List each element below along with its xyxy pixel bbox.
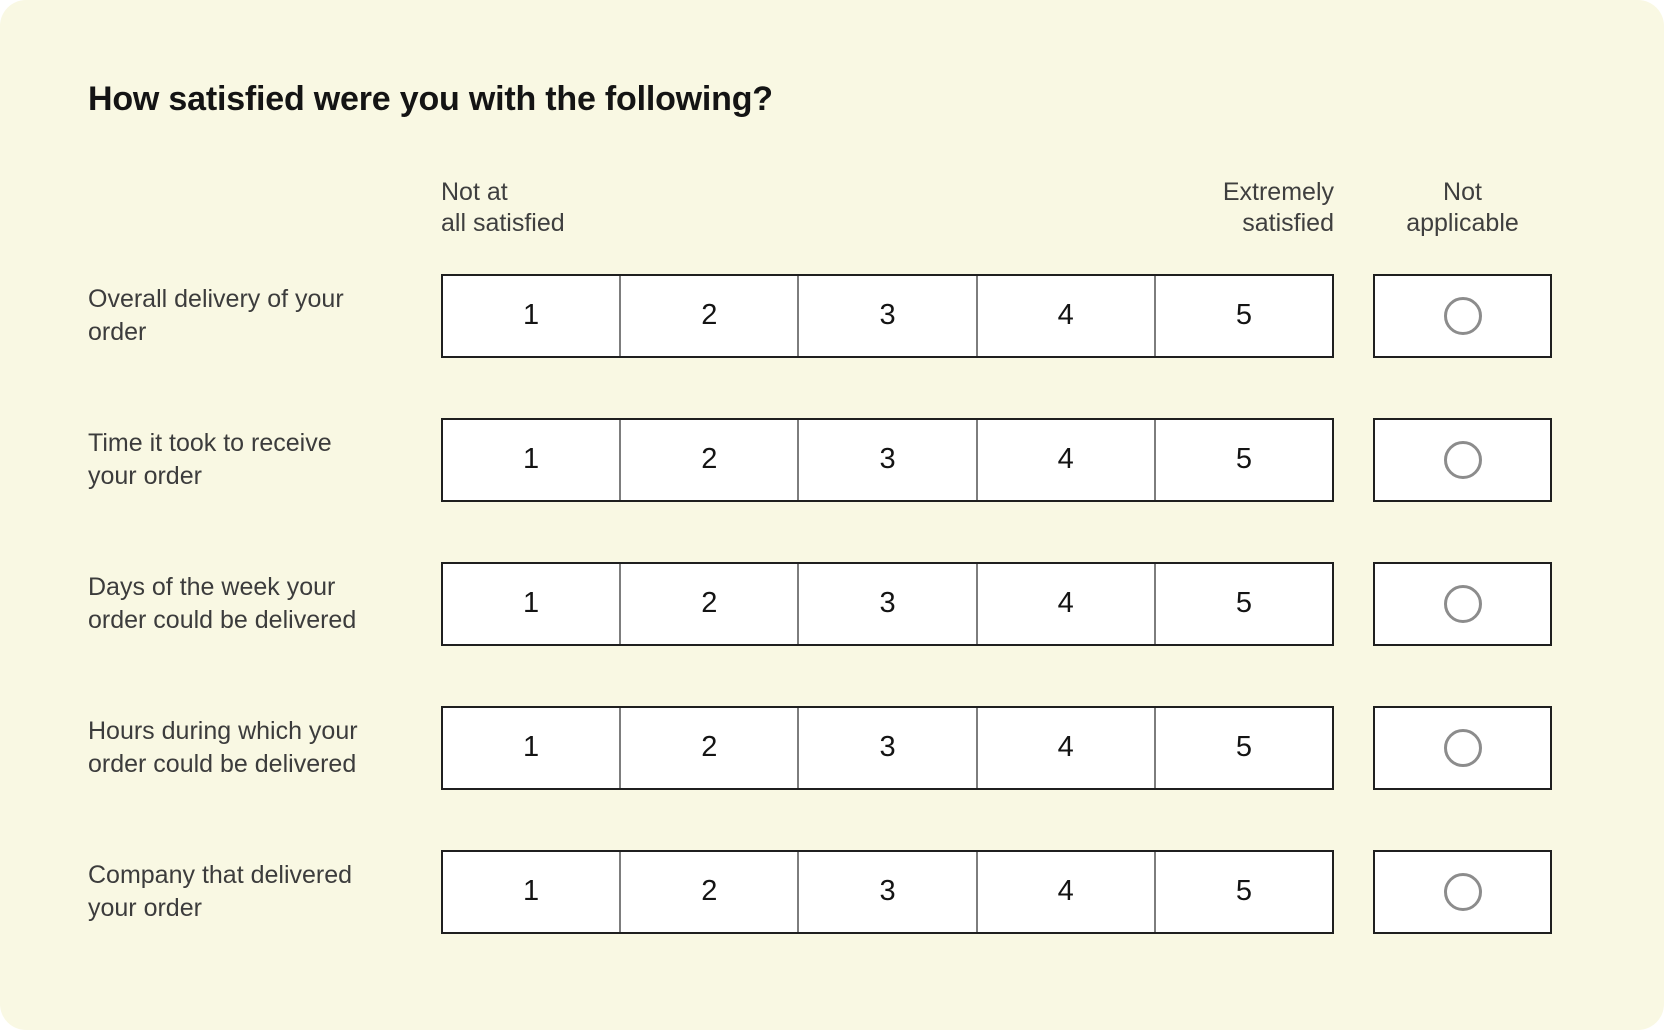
- rating-cell-3[interactable]: 3: [797, 563, 976, 644]
- rating-cell-5[interactable]: 5: [1153, 563, 1333, 644]
- not-applicable-option[interactable]: [1373, 273, 1552, 358]
- radio-icon[interactable]: [1443, 872, 1482, 911]
- rating-cell-3[interactable]: 3: [797, 707, 976, 788]
- radio-icon[interactable]: [1443, 728, 1482, 767]
- rating-scale: 1 2 3 4 5: [441, 273, 1334, 358]
- rating-cell-4[interactable]: 4: [975, 275, 1154, 356]
- rating-cell-5[interactable]: 5: [1153, 707, 1333, 788]
- rating-cell-1[interactable]: 1: [443, 851, 620, 932]
- question-title: How satisfied were you with the followin…: [88, 80, 773, 118]
- matrix-row: Hours during which your order could be d…: [88, 705, 1552, 790]
- radio-icon[interactable]: [1443, 440, 1482, 479]
- rating-cell-5[interactable]: 5: [1153, 851, 1333, 932]
- rating-cell-4[interactable]: 4: [975, 851, 1154, 932]
- rating-scale: 1 2 3 4 5: [441, 849, 1334, 934]
- rating-cell-3[interactable]: 3: [797, 419, 976, 500]
- row-label: Overall delivery of your order: [88, 284, 344, 346]
- row-label: Hours during which your order could be d…: [88, 716, 358, 778]
- rating-scale: 1 2 3 4 5: [441, 417, 1334, 502]
- rating-cell-3[interactable]: 3: [797, 851, 976, 932]
- rating-cell-1[interactable]: 1: [443, 707, 620, 788]
- row-label: Company that delivered your order: [88, 860, 353, 922]
- rating-cell-5[interactable]: 5: [1153, 275, 1333, 356]
- matrix-row: Company that delivered your order 1 2 3 …: [88, 849, 1552, 934]
- scale-label-low: Not at all satisfied: [441, 177, 565, 237]
- rating-cell-2[interactable]: 2: [619, 707, 798, 788]
- not-applicable-option[interactable]: [1373, 849, 1552, 934]
- rating-scale: 1 2 3 4 5: [441, 705, 1334, 790]
- rating-cell-4[interactable]: 4: [975, 563, 1154, 644]
- scale-header-row: Not at all satisfied Extremely satisfied…: [88, 177, 1552, 239]
- rating-cell-3[interactable]: 3: [797, 275, 976, 356]
- rating-cell-1[interactable]: 1: [443, 275, 620, 356]
- row-label: Time it took to receive your order: [88, 428, 332, 490]
- matrix-row: Days of the week your order could be del…: [88, 561, 1552, 646]
- radio-icon[interactable]: [1443, 296, 1482, 335]
- rating-cell-1[interactable]: 1: [443, 419, 620, 500]
- rating-cell-4[interactable]: 4: [975, 419, 1154, 500]
- not-applicable-header: Not applicable: [1406, 177, 1519, 237]
- rating-scale: 1 2 3 4 5: [441, 561, 1334, 646]
- rating-cell-2[interactable]: 2: [619, 851, 798, 932]
- matrix-row: Overall delivery of your order 1 2 3 4 5: [88, 273, 1552, 358]
- scale-label-high: Extremely satisfied: [1222, 177, 1334, 237]
- radio-icon[interactable]: [1443, 584, 1482, 623]
- rating-cell-1[interactable]: 1: [443, 563, 620, 644]
- rating-cell-2[interactable]: 2: [619, 275, 798, 356]
- not-applicable-option[interactable]: [1373, 417, 1552, 502]
- rating-cell-2[interactable]: 2: [619, 563, 798, 644]
- rating-cell-5[interactable]: 5: [1153, 419, 1333, 500]
- rating-cell-2[interactable]: 2: [619, 419, 798, 500]
- row-label: Days of the week your order could be del…: [88, 572, 357, 634]
- not-applicable-option[interactable]: [1373, 561, 1552, 646]
- not-applicable-option[interactable]: [1373, 705, 1552, 790]
- scale-endpoint-labels: Not at all satisfied Extremely satisfied: [441, 177, 1334, 239]
- matrix-row: Time it took to receive your order 1 2 3…: [88, 417, 1552, 502]
- rating-cell-4[interactable]: 4: [975, 707, 1154, 788]
